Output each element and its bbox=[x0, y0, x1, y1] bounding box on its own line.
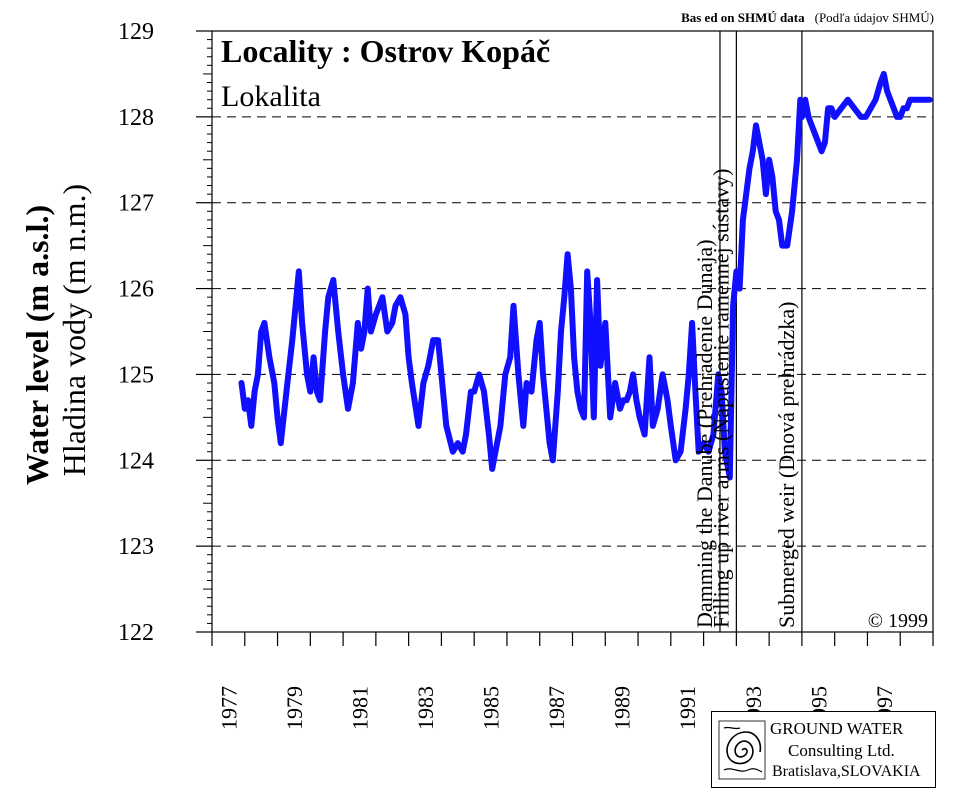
source-note-bold: Bas ed on SHMÚ data bbox=[681, 10, 805, 25]
copyright-note: © 1999 bbox=[868, 610, 928, 632]
x-tick-label: 1989 bbox=[610, 686, 635, 730]
source-note-normal: (Podľa údajov SHMÚ) bbox=[815, 10, 934, 25]
x-tick-label: 1979 bbox=[282, 686, 307, 730]
x-tick-label: 1991 bbox=[675, 686, 700, 730]
x-tick-label: 1987 bbox=[544, 686, 569, 730]
chart-title: Locality : Ostrov Kopáč bbox=[221, 33, 550, 69]
y-tick-label: 129 bbox=[118, 19, 154, 45]
event-label: Damming the Danube (Prehradenie Dunaja) bbox=[692, 239, 717, 628]
y-tick-label: 127 bbox=[118, 191, 154, 217]
x-tick-label: 1981 bbox=[347, 686, 372, 730]
x-tick-label: 1985 bbox=[479, 686, 504, 730]
series-line-water-level bbox=[238, 70, 933, 481]
y-axis-label-sk: Hladina vody (m n.m.) bbox=[56, 184, 92, 476]
y-axis-label-en: Water level (m a.s.l.) bbox=[19, 205, 55, 485]
y-tick-label: 125 bbox=[118, 362, 154, 388]
y-axis-ticks: 122 123 124 125 126 127 128 129 bbox=[118, 19, 212, 646]
ground-water-spiral-icon bbox=[718, 720, 766, 780]
y-tick-label: 128 bbox=[118, 105, 154, 131]
logo-line-1: GROUND WATER bbox=[770, 719, 904, 738]
x-tick-label: 1977 bbox=[216, 686, 241, 730]
y-tick-label: 123 bbox=[118, 534, 154, 560]
event-labels: Damming the Danube (Prehradenie Dunaja)F… bbox=[692, 169, 799, 628]
logo-line-3: Bratislava,SLOVAKIA bbox=[772, 763, 921, 780]
event-label: Filling up river arms (Napustenie ramenn… bbox=[708, 169, 733, 628]
chart-subtitle: Lokalita bbox=[221, 80, 321, 113]
y-tick-label: 124 bbox=[118, 448, 154, 474]
logo-line-2: Consulting Ltd. bbox=[788, 741, 895, 760]
y-tick-label: 126 bbox=[118, 277, 154, 303]
x-tick-label: 1983 bbox=[413, 686, 438, 730]
event-label: Submerged weir (Dnová prehrádzka) bbox=[774, 302, 799, 628]
source-note: Bas ed on SHMÚ data (Podľa údajov SHMÚ) bbox=[681, 9, 934, 26]
event-lines bbox=[719, 31, 803, 632]
y-tick-label: 122 bbox=[118, 620, 154, 646]
company-logo-box: GROUND WATER Consulting Ltd. Bratislava,… bbox=[711, 711, 936, 788]
